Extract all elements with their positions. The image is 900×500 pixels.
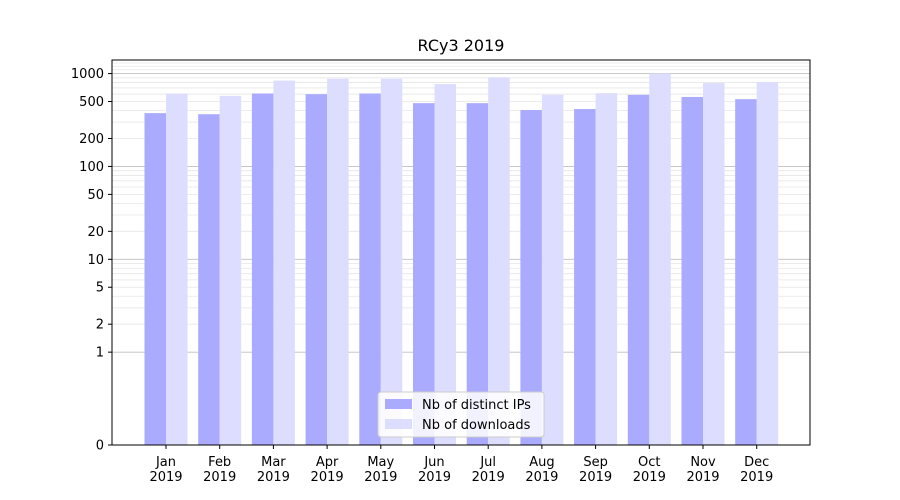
y-tick-label: 200	[79, 132, 104, 147]
bar-downloads	[219, 95, 242, 446]
bar-distinct-ips	[681, 96, 703, 445]
bar-distinct-ips	[735, 99, 757, 445]
x-tick-label: Feb 2019	[203, 455, 236, 485]
bar-distinct-ips	[144, 113, 166, 446]
x-tick-label: Aug 2019	[525, 455, 558, 485]
legend-box	[377, 391, 545, 438]
x-tick-label: Mar 2019	[257, 455, 290, 485]
x-tick-label: Sep 2019	[579, 455, 612, 485]
legend-swatch	[385, 419, 412, 429]
chart-title: RCy3 2019	[418, 36, 505, 55]
y-tick-label: 1	[96, 346, 104, 361]
x-tick-label: Jul 2019	[472, 455, 505, 485]
legend-swatch	[385, 399, 412, 409]
bar-distinct-ips	[359, 93, 381, 445]
bar-distinct-ips	[413, 103, 435, 445]
bar-distinct-ips	[520, 110, 542, 445]
bars-layer	[144, 73, 779, 446]
bar-distinct-ips	[466, 103, 489, 445]
bar-downloads	[541, 94, 564, 445]
bar-distinct-ips	[251, 93, 274, 445]
x-tick-label: Jan 2019	[149, 455, 182, 485]
legend-label: Nb of distinct IPs	[422, 398, 531, 413]
y-tick-label: 20	[87, 225, 104, 240]
y-tick-label: 500	[79, 95, 104, 110]
bar-downloads	[166, 93, 188, 445]
bar-downloads	[595, 93, 618, 445]
y-tick-label: 0	[96, 439, 104, 454]
bar-downloads	[434, 84, 456, 446]
x-tick-label: Jun 2019	[418, 455, 451, 485]
x-tick-label: Nov 2019	[686, 455, 719, 485]
bar-distinct-ips	[198, 114, 220, 446]
x-tick-label: May 2019	[364, 455, 397, 485]
legend-label: Nb of downloads	[422, 418, 531, 433]
legend: Nb of distinct IPs Nb of downloads	[377, 391, 545, 438]
x-tick-label: Dec 2019	[740, 455, 773, 485]
bar-distinct-ips	[574, 109, 596, 445]
x-tick-label: Oct 2019	[633, 455, 666, 485]
plot-frame	[111, 59, 811, 446]
y-tick-label: 2	[96, 318, 104, 333]
bar-downloads	[327, 78, 349, 445]
x-tick-label: Apr 2019	[311, 455, 344, 485]
y-tick-label: 100	[79, 160, 104, 175]
y-tick-label: 10	[87, 253, 104, 268]
bar-downloads	[380, 78, 403, 445]
ticks-layer: 0 1 2 5 10 20 50 100 200 500 1000 Jan 2019 Feb 2019 Mar…	[71, 67, 773, 485]
bar-downloads	[273, 80, 295, 445]
bar-downloads	[703, 83, 725, 446]
y-tick-label: 50	[87, 188, 104, 203]
bar-downloads	[488, 77, 510, 445]
bar-downloads	[756, 82, 779, 445]
bar-distinct-ips	[627, 94, 650, 445]
y-tick-label: 1000	[71, 67, 104, 82]
y-tick-label: 5	[96, 281, 104, 296]
bar-downloads	[649, 73, 671, 445]
bar-distinct-ips	[305, 94, 328, 445]
